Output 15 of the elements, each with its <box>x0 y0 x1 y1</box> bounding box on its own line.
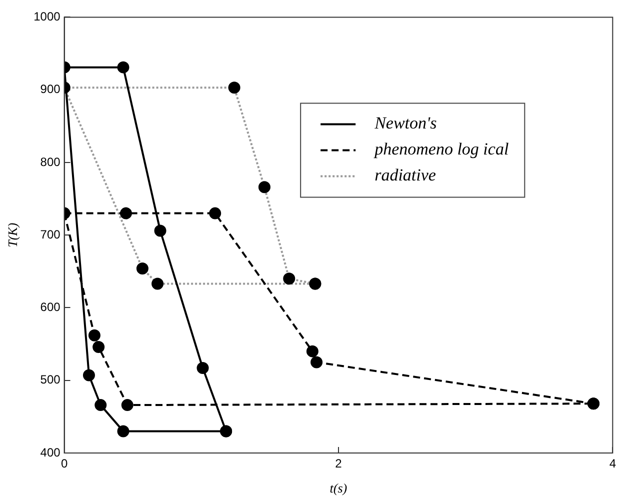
legend-label: phenomeno log ical <box>374 140 509 159</box>
y-tick-label: 400 <box>40 445 61 460</box>
y-tick-label: 700 <box>40 227 61 242</box>
y-axis-title: T(K) <box>5 222 20 248</box>
y-tick-label: 500 <box>40 372 61 387</box>
legend-label: Newton's <box>374 114 438 133</box>
y-tick-label: 600 <box>40 300 61 314</box>
y-tick-label: 800 <box>40 154 61 169</box>
x-axis-title: t(s) <box>330 480 348 496</box>
x-tick-label: 0 <box>60 456 68 471</box>
legend-label: radiative <box>374 166 436 185</box>
y-tick-label: 900 <box>40 82 61 96</box>
x-tick-label: 4 <box>609 456 616 471</box>
y-tick-label: 1000 <box>34 10 61 24</box>
x-tick-label: 2 <box>335 456 342 471</box>
